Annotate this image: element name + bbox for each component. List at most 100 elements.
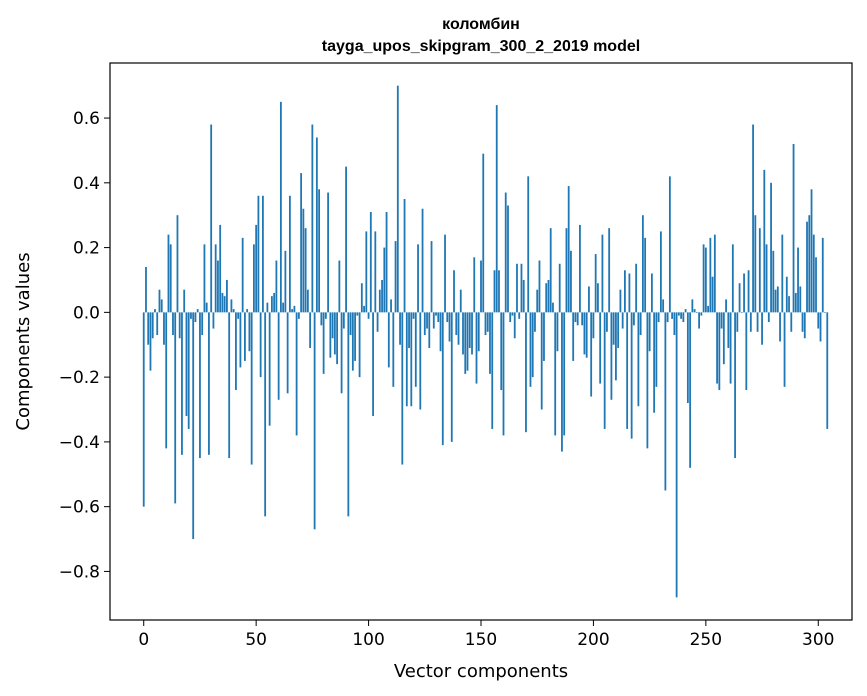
bar xyxy=(570,250,572,313)
bars-group xyxy=(142,85,829,598)
bar xyxy=(668,176,671,313)
bar xyxy=(599,312,602,384)
bar xyxy=(205,302,208,313)
bar xyxy=(241,237,244,313)
bar xyxy=(394,241,397,313)
bar xyxy=(405,312,408,407)
bar xyxy=(682,312,685,323)
bar xyxy=(612,312,615,345)
bar xyxy=(295,312,298,436)
bar xyxy=(453,270,455,313)
bar xyxy=(601,234,604,313)
bar xyxy=(464,312,467,374)
bar xyxy=(244,312,246,361)
bar xyxy=(590,312,593,397)
bar xyxy=(320,312,323,326)
x-axis-label: Vector components xyxy=(394,661,568,682)
bar xyxy=(502,312,505,436)
y-tick-label: −0.6 xyxy=(59,498,100,518)
bar xyxy=(378,289,381,313)
bar xyxy=(549,228,552,313)
bar xyxy=(776,286,779,313)
bar xyxy=(543,312,545,361)
bar xyxy=(223,296,226,313)
bar xyxy=(291,309,294,313)
bar xyxy=(810,189,813,313)
bar xyxy=(498,270,500,313)
bar xyxy=(376,312,379,332)
bar xyxy=(262,195,264,313)
bar xyxy=(250,312,253,465)
bar xyxy=(608,228,611,313)
bar xyxy=(806,221,808,313)
bar xyxy=(178,312,181,339)
bar xyxy=(808,215,811,313)
bar xyxy=(336,312,338,365)
bar xyxy=(372,312,374,416)
chart-subtitle: tayga_upos_skipgram_300_2_2019 model xyxy=(322,38,640,55)
bar xyxy=(313,312,316,530)
bar xyxy=(513,312,516,339)
bar xyxy=(203,244,206,313)
x-tick-label: 250 xyxy=(690,630,722,650)
bar xyxy=(318,189,321,313)
bar xyxy=(471,312,473,355)
bar xyxy=(432,312,435,329)
bar xyxy=(392,312,395,387)
bar xyxy=(527,176,530,313)
bar xyxy=(403,199,406,313)
bar xyxy=(444,234,446,313)
x-tick-label: 100 xyxy=(352,630,384,650)
bar xyxy=(536,289,539,313)
bar xyxy=(466,312,469,371)
bar xyxy=(673,312,676,336)
bar xyxy=(653,312,656,413)
y-tick-label: 0.2 xyxy=(73,239,100,259)
bar xyxy=(597,283,599,313)
bar xyxy=(772,250,775,313)
bar xyxy=(720,312,723,329)
bar xyxy=(797,247,799,313)
bar xyxy=(617,312,620,348)
bar xyxy=(181,312,183,455)
bar xyxy=(324,312,327,319)
bar xyxy=(288,195,291,313)
bar xyxy=(174,312,177,504)
bar xyxy=(493,270,496,313)
bar xyxy=(824,312,826,313)
bar xyxy=(165,312,168,449)
bar xyxy=(792,143,795,313)
bar xyxy=(754,215,757,313)
bar xyxy=(561,312,563,452)
bar xyxy=(156,312,159,336)
bar xyxy=(518,312,521,319)
bar xyxy=(684,309,687,313)
bar xyxy=(414,312,417,387)
bar xyxy=(540,312,543,410)
bar xyxy=(482,153,485,313)
bar xyxy=(756,312,759,332)
bar xyxy=(594,254,597,313)
bar xyxy=(475,312,478,384)
bar xyxy=(624,270,626,313)
bar xyxy=(430,241,433,313)
bar xyxy=(351,312,354,371)
bar xyxy=(556,312,559,352)
bar xyxy=(354,312,356,361)
bar xyxy=(273,292,276,313)
bar xyxy=(531,312,534,378)
bar xyxy=(459,289,462,313)
bar xyxy=(282,302,285,313)
bar xyxy=(752,124,754,313)
bar xyxy=(212,312,215,329)
x-tick-label: 0 xyxy=(138,630,149,650)
bar xyxy=(626,312,629,429)
bar xyxy=(169,244,172,313)
bar xyxy=(826,312,829,429)
bar xyxy=(248,312,251,352)
bar xyxy=(637,312,640,407)
bar xyxy=(592,312,595,339)
bar xyxy=(235,312,237,391)
bar xyxy=(154,309,156,313)
bar xyxy=(410,312,413,407)
